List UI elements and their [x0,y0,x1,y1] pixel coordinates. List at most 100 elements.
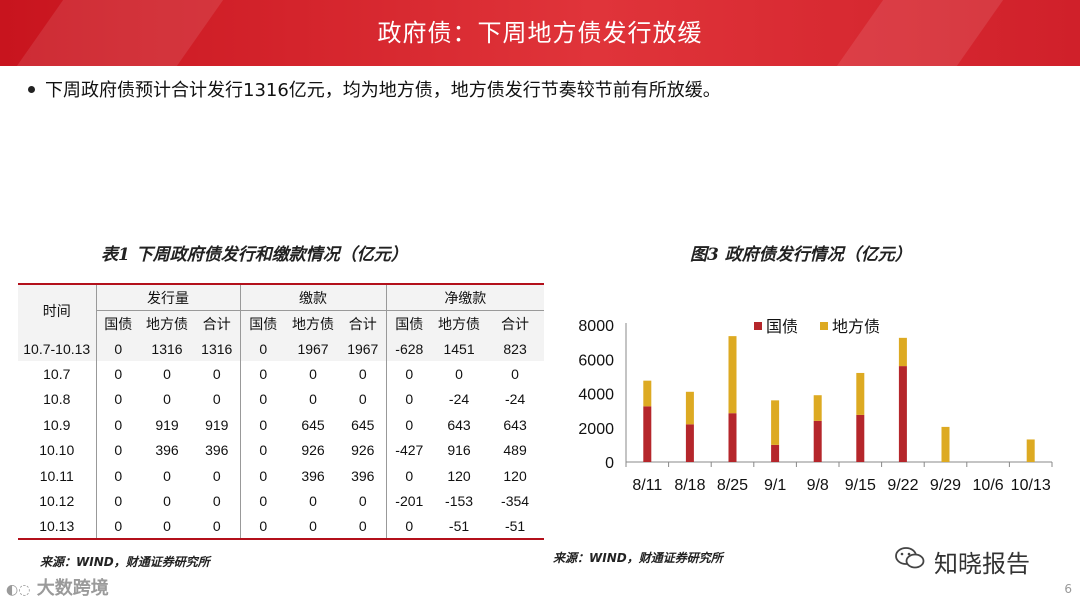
table-cell-date: 10.13 [39,517,75,534]
bar-treasury [685,424,694,462]
table-cell: 0 [309,366,317,383]
table-cell: 0 [309,493,317,510]
chart-source: 来源：WIND，财通证券研究所 [553,551,723,565]
table-cell: 396 [301,467,325,484]
table-cell-date: 10.12 [39,493,75,510]
table-cell: 0 [163,366,171,383]
table-cell: 0 [239,488,287,514]
table-cell: 919 [205,416,229,433]
logo-text: 大数跨境 [36,578,109,599]
table-row: 10.9 0 919 919 0 645 645 0 643 643 [18,412,544,438]
table-cell: 0 [212,391,221,408]
table-cell: 0 [309,517,317,534]
table-cell: 0 [212,517,221,534]
x-tick-label: 8/18 [674,477,705,494]
y-tick-label: 8000 [578,318,614,335]
summary-bullet: 下周政府债预计合计发行1316亿元，均为地方债，地方债发行节奏较节前有所放缓。 [28,76,721,102]
table-cell: 1316 [201,340,233,357]
bar-local [1026,439,1035,462]
subheader-total: 合计 [486,310,545,336]
y-tick-label: 2000 [578,421,614,438]
table-cell: 120 [447,467,471,484]
chart-title: 图3 政府债发行情况（亿元） [690,245,912,265]
table-cell-date: 10.8 [43,391,71,408]
table-cell: -354 [501,493,530,510]
subheader-total: 合计 [194,310,241,336]
table-cell: 0 [239,336,287,362]
y-tick-label: 0 [605,455,614,472]
wechat-icon [895,547,925,569]
table-cell: -24 [504,391,526,408]
table-body: 10.7-10.13 0 1316 1316 0 1967 1967 -628 1451 823 1… [18,336,545,540]
subheader-local: 地方债 [432,310,487,336]
table-cell: 0 [239,386,287,413]
table-cell: 1451 [443,340,475,357]
table-cell: -51 [504,517,526,534]
table-row: 10.12 0 0 0 0 0 0 -201 -153 -354 [18,488,544,514]
subheader-treasury: 国债 [95,310,140,336]
table-row: 10.13 0 0 0 0 0 0 0 -51 -51 [18,513,545,540]
table-cell: 0 [95,462,140,489]
y-tick-label: 6000 [578,352,614,369]
bar-treasury [898,366,907,462]
table-cell: -427 [385,437,433,463]
table-cell: 489 [503,442,527,459]
legend-label: 国债 [766,318,798,336]
table-cell: 0 [95,386,140,413]
table-cell: 0 [95,336,140,362]
header-time: 时间 [18,284,96,336]
table-cell: 0 [163,493,171,510]
bar-local [643,380,652,407]
table-cell: 0 [511,366,519,383]
table-cell: 0 [95,412,140,438]
table-cell-date: 10.7-10.13 [23,340,91,357]
bar-local [941,426,950,462]
bar-local [771,400,780,445]
table-cell: 0 [95,361,140,387]
table-cell: 0 [358,391,367,408]
table-cell: 0 [212,366,221,383]
bar-treasury [771,444,780,462]
watermark-text: 知晓报告 [934,550,1030,578]
table-cell: 0 [385,462,433,489]
summary-text: 下周政府债预计合计发行1316亿元，均为地方债，地方债发行节奏较节前有所放缓。 [45,80,721,101]
table-cell: 0 [163,517,171,534]
table-caption: 表1 下周政府债发行和缴款情况（亿元） [101,245,408,265]
x-tick-label: 9/1 [764,477,786,494]
bar-local [856,372,865,415]
table-cell: 0 [163,467,171,484]
table-row: 10.8 0 0 0 0 0 0 0 -24 -24 [18,386,544,413]
page-number: 6 [1064,582,1072,596]
table-cell: 916 [447,442,471,459]
table-source: 来源：WIND，财通证券研究所 [40,555,210,569]
table-cell: 0 [385,361,433,387]
table-cell: 0 [212,493,221,510]
bar-treasury [643,406,652,462]
table-cell: 0 [239,361,287,387]
table-cell: 919 [155,416,179,433]
x-tick-label: 10/13 [1011,477,1051,494]
x-tick-label: 9/22 [887,477,918,494]
table-cell: 926 [351,442,375,459]
subheader-treasury: 国债 [385,310,433,336]
bar-treasury [856,414,865,462]
issuance-table: 时间 发行量 缴款 净缴款 国债 地方债 合计 国债 地方债 合计 国债 地方债… [18,283,545,540]
table-cell: 0 [212,467,221,484]
table-cell: 823 [503,340,527,357]
table-row: 10.7 0 0 0 0 0 0 0 0 0 [18,361,544,387]
x-tick-label: 8/11 [632,477,662,494]
table-cell: -51 [448,517,470,534]
table-cell: 645 [301,416,325,433]
table-cell: 0 [309,391,317,408]
table-cell: 643 [447,416,471,433]
table-cell: 0 [358,517,367,534]
table-cell-date: 10.10 [39,442,75,459]
table-row-total: 10.7-10.13 0 1316 1316 0 1967 1967 -628 1451 823 [18,336,545,362]
legend-swatch-treasury [754,322,762,330]
x-tick-label: 8/25 [717,477,748,494]
header-group-payment: 缴款 [239,284,387,311]
bar-local [728,336,737,414]
y-tick-label: 4000 [578,387,614,404]
bar-local [685,391,694,425]
bar-local [813,395,822,421]
